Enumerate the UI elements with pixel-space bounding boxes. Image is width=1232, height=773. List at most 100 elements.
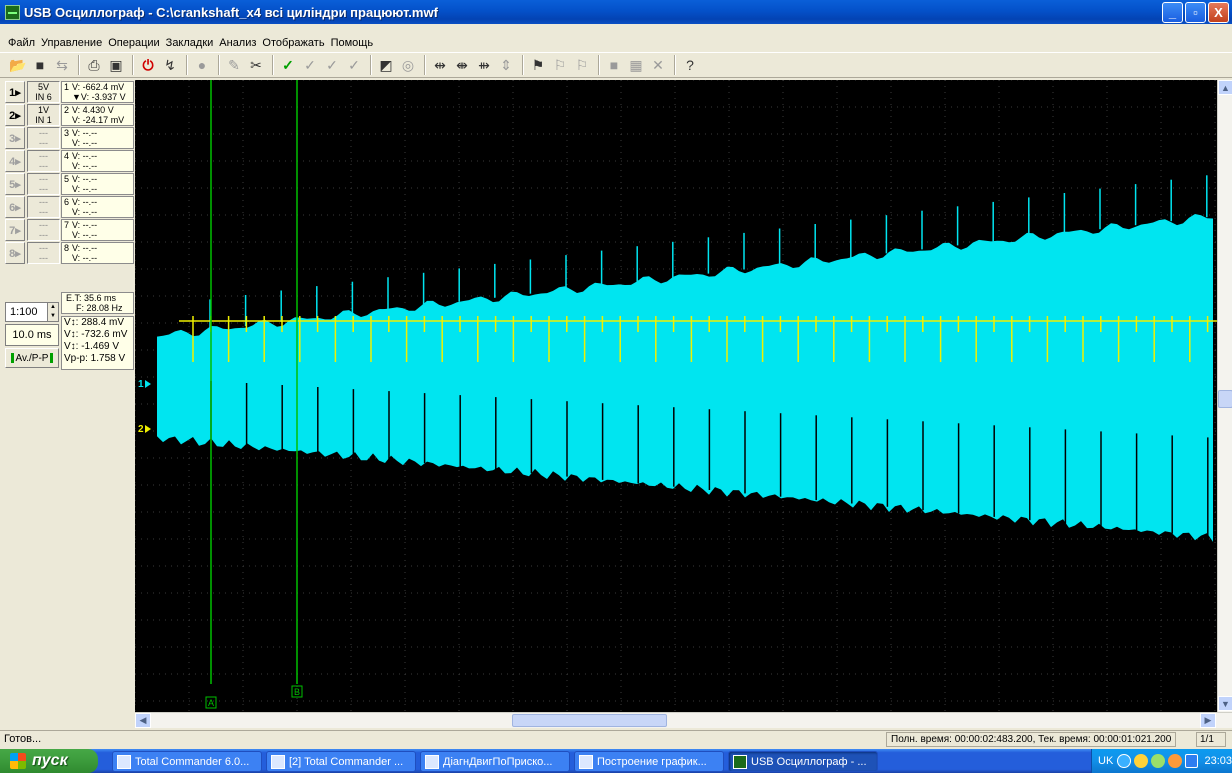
cursor-b-marker[interactable] xyxy=(291,685,303,698)
bookmark-b-icon[interactable]: ⚐ xyxy=(575,56,589,73)
av-pp-button[interactable]: Av./P-P xyxy=(5,348,59,368)
taskbar-item[interactable]: [2] Total Commander ... xyxy=(266,751,416,772)
channel-input-value: --- xyxy=(39,207,48,217)
tray-monitor-icon[interactable] xyxy=(1184,754,1199,768)
zoom-icon[interactable]: ◎ xyxy=(401,56,415,73)
channel-number: 3 xyxy=(64,128,70,138)
taskbar-item[interactable]: Построение график... xyxy=(574,751,724,772)
contrast-icon[interactable]: ◩ xyxy=(379,56,393,73)
export-icon[interactable]: ⇆ xyxy=(56,56,68,73)
oscilloscope-display[interactable]: A B 1 2 xyxy=(135,80,1217,712)
channel-5-button[interactable]: 5▸ xyxy=(5,173,25,195)
tray-arrow-icon[interactable] xyxy=(1117,754,1132,768)
tray-app-icon[interactable] xyxy=(1134,754,1148,768)
channel-scale-value: --- xyxy=(39,128,48,138)
marker-icon[interactable]: ⇹ xyxy=(434,56,446,73)
record-icon[interactable]: ● xyxy=(197,57,207,73)
channel-6-button[interactable]: 6▸ xyxy=(5,196,25,218)
maximize-button[interactable]: ▫ xyxy=(1185,2,1206,23)
channel-5-scale[interactable]: --- --- xyxy=(27,173,60,195)
probe-ratio-select[interactable]: 1:100 ▲ ▼ xyxy=(5,302,59,322)
channel-input-value: --- xyxy=(39,138,48,148)
horizontal-scrollbar[interactable]: ◀ ▶ xyxy=(135,712,1232,728)
cursor-icon[interactable]: ✎ xyxy=(228,56,240,73)
save-icon[interactable]: ■ xyxy=(35,57,45,73)
scroll-down-icon[interactable]: ▼ xyxy=(1218,696,1232,711)
taskbar-item[interactable]: ДіагнДвигПоПриско... xyxy=(420,751,570,772)
channel-2-marker[interactable]: 2 xyxy=(138,424,144,435)
close-button[interactable]: X xyxy=(1208,2,1229,23)
bookmark-a-icon[interactable]: ⚐ xyxy=(553,56,567,73)
channel-6-scale[interactable]: --- --- xyxy=(27,196,60,218)
channel-voltage: V: --.-- xyxy=(72,220,98,230)
channel-3-button[interactable]: 3▸ xyxy=(5,127,25,149)
scroll-left-icon[interactable]: ◀ xyxy=(135,713,151,728)
fill-icon[interactable]: ■ xyxy=(609,57,619,73)
channel-input-value: --- xyxy=(39,184,48,194)
vertical-scrollbar[interactable]: ▲ ▼ xyxy=(1217,80,1232,712)
tray-volume-icon[interactable] xyxy=(1167,754,1182,768)
channel-1-scale[interactable]: 5V IN 6 xyxy=(27,81,60,103)
check-a-icon[interactable]: ✓ xyxy=(304,56,316,73)
clear-icon[interactable]: ✕ xyxy=(652,56,664,73)
scroll-up-icon[interactable]: ▲ xyxy=(1218,80,1232,95)
window-icon xyxy=(271,754,285,769)
start-button[interactable]: пуск xyxy=(0,749,98,773)
channel-8-button[interactable]: 8▸ xyxy=(5,242,25,264)
menu-file[interactable]: Файл xyxy=(8,37,36,49)
channel-2-scale[interactable]: 1V IN 1 xyxy=(27,104,60,126)
tools-icon[interactable]: ✂ xyxy=(250,56,262,73)
channel-8-scale[interactable]: --- --- xyxy=(27,242,60,264)
channel-scale-value: --- xyxy=(39,243,48,253)
timebase-select[interactable]: 10.0 ms xyxy=(5,324,59,346)
menu-control[interactable]: Управление xyxy=(41,37,103,49)
run-icon[interactable]: ↯ xyxy=(164,56,176,73)
ratio-spinner-icon[interactable]: ▲ ▼ xyxy=(47,303,58,321)
channel-delta-voltage: V: --.-- xyxy=(72,161,98,171)
channel-2-button[interactable]: 2▸ xyxy=(5,104,25,126)
language-indicator[interactable]: UK xyxy=(1098,755,1114,767)
print-icon[interactable]: ⎙ xyxy=(88,56,100,73)
title-bar[interactable]: USB Осциллограф - C:\crankshaft_x4 всі ц… xyxy=(0,0,1232,24)
channel-4-button[interactable]: 4▸ xyxy=(5,150,25,172)
menu-help[interactable]: Помощь xyxy=(330,37,374,49)
open-icon[interactable]: 📂 xyxy=(9,56,27,73)
channel-number: 5 xyxy=(64,174,70,184)
check-b-icon[interactable]: ✓ xyxy=(326,56,338,73)
channel-3-scale[interactable]: --- --- xyxy=(27,127,60,149)
taskbar-item-active[interactable]: USB Осциллограф - ... xyxy=(728,751,878,772)
marker-range-icon[interactable]: ⇕ xyxy=(500,56,512,73)
channel-input-value: --- xyxy=(39,253,48,263)
marker-add-icon[interactable]: ⇼ xyxy=(456,56,468,73)
channel-7-button[interactable]: 7▸ xyxy=(5,219,25,241)
cursor-a-marker[interactable] xyxy=(205,696,217,709)
menu-view[interactable]: Отображать xyxy=(262,37,325,49)
toolbar-separator xyxy=(674,55,676,75)
channel-4-scale[interactable]: --- --- xyxy=(27,150,60,172)
menu-operations[interactable]: Операции xyxy=(108,37,160,49)
vertical-scroll-thumb[interactable] xyxy=(1218,390,1232,408)
minimize-button[interactable]: _ xyxy=(1162,2,1183,23)
marker-move-icon[interactable]: ⇻ xyxy=(478,56,490,73)
channel-scale-value: --- xyxy=(39,220,48,230)
channel-8-readout: 8 V: --.-- V: --.-- xyxy=(61,242,134,264)
help-icon[interactable]: ? xyxy=(686,57,694,73)
check-icon[interactable]: ✓ xyxy=(282,56,294,73)
channel-1-marker[interactable]: 1 xyxy=(138,379,144,390)
channel-7-scale[interactable]: --- --- xyxy=(27,219,60,241)
bookmark-icon[interactable]: ⚑ xyxy=(531,56,545,73)
check-c-icon[interactable]: ✓ xyxy=(348,56,360,73)
taskbar-item[interactable]: Total Commander 6.0... xyxy=(112,751,262,772)
tray-network-icon[interactable] xyxy=(1150,754,1165,768)
menu-analysis[interactable]: Анализ xyxy=(219,37,257,49)
scroll-right-icon[interactable]: ▶ xyxy=(1200,713,1216,728)
channel-number: 1 xyxy=(64,82,70,92)
save-image-icon[interactable]: ▣ xyxy=(109,56,123,73)
grid-icon[interactable]: ▦ xyxy=(629,56,643,73)
channel-1-button[interactable]: 1▸ xyxy=(5,81,25,103)
waveform-canvas[interactable]: A B 1 2 xyxy=(135,80,1217,712)
menu-bookmarks[interactable]: Закладки xyxy=(165,37,214,49)
horizontal-scroll-thumb[interactable] xyxy=(512,714,667,727)
stop-icon[interactable]: ⏻ xyxy=(142,56,154,73)
